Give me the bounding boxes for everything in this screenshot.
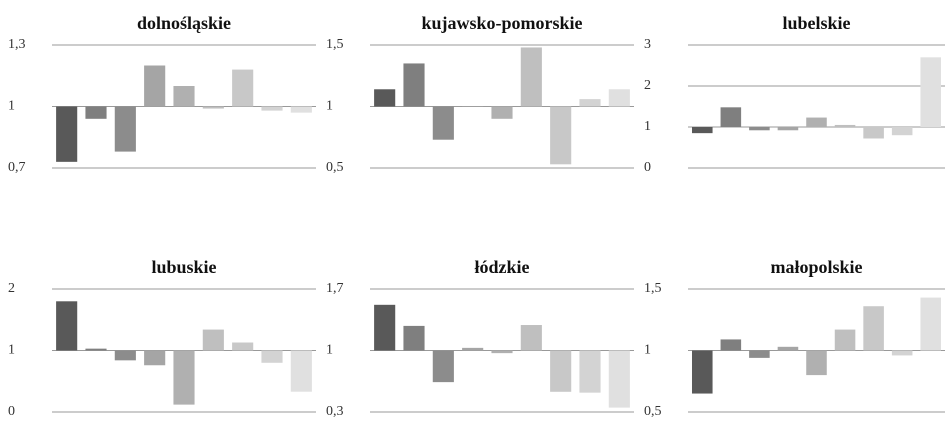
bar — [85, 348, 107, 351]
bar — [261, 106, 283, 111]
y-tick-label: 0 — [644, 160, 651, 175]
bar — [863, 306, 884, 351]
bar — [491, 106, 513, 119]
y-tick-label: 0,5 — [326, 160, 344, 175]
bar — [691, 350, 713, 394]
bar — [232, 342, 254, 351]
y-tick-label: 1 — [8, 99, 15, 114]
y-tick-label: 1 — [644, 343, 651, 358]
bar — [806, 117, 827, 127]
bar — [891, 127, 913, 136]
bar — [462, 347, 484, 351]
bar — [579, 99, 601, 107]
bar — [144, 65, 166, 107]
y-tick-label: 1 — [326, 343, 333, 358]
chart-panel: 0 1 2 lubuskie — [8, 257, 316, 419]
bar — [114, 106, 136, 152]
bar — [608, 89, 630, 107]
y-tick-label: 1,3 — [8, 37, 26, 52]
bar — [432, 350, 454, 383]
bar — [520, 47, 542, 107]
y-tick-label: 2 — [644, 78, 651, 93]
bar — [232, 69, 254, 107]
bar — [432, 106, 454, 140]
bar — [550, 350, 572, 392]
bar — [891, 350, 913, 356]
bar — [749, 127, 770, 131]
bar — [491, 350, 513, 354]
bar — [462, 106, 484, 107]
y-tick-label: 0,3 — [326, 404, 344, 419]
bar — [173, 350, 195, 405]
bar — [374, 304, 396, 351]
y-tick-label: 1 — [326, 99, 333, 114]
chart-title: kujawsko-pomorskie — [421, 13, 582, 33]
bar — [691, 127, 713, 134]
bar — [550, 106, 572, 165]
bar — [834, 329, 856, 351]
bar — [114, 350, 136, 361]
bar — [56, 301, 78, 351]
bar — [56, 106, 78, 162]
bar — [806, 350, 827, 376]
chart-panel: 0,5 1 1,5 małopolskie — [644, 257, 945, 419]
bar — [834, 124, 856, 127]
bar — [374, 89, 396, 107]
chart-title: lubelskie — [782, 13, 850, 33]
bar — [777, 127, 799, 131]
y-tick-label: 1,5 — [326, 37, 344, 52]
y-tick-label: 1 — [644, 119, 651, 134]
bar — [290, 106, 312, 113]
bar — [202, 106, 224, 109]
bar — [85, 106, 107, 119]
chart-title: łódzkie — [474, 257, 529, 277]
bar — [290, 350, 312, 392]
bar — [579, 350, 601, 393]
bar — [920, 57, 942, 127]
bar — [403, 63, 425, 107]
chart-title: małopolskie — [770, 257, 862, 277]
y-tick-label: 1,5 — [644, 281, 662, 296]
chart-title: lubuskie — [151, 257, 216, 277]
chart-panel: 0,3 1 1,7 łódzkie — [326, 257, 634, 419]
bar — [720, 339, 742, 351]
bar — [261, 350, 283, 363]
bar — [920, 297, 942, 351]
chart-panel: 0 1 2 3 lubelskie — [644, 13, 945, 175]
bar — [720, 107, 742, 127]
bar — [863, 127, 884, 139]
bar — [403, 325, 425, 351]
bar — [608, 350, 630, 408]
y-tick-label: 2 — [8, 281, 15, 296]
y-tick-label: 1 — [8, 343, 15, 358]
y-tick-label: 0 — [8, 404, 15, 419]
bar — [777, 346, 799, 351]
bar — [202, 329, 224, 351]
chart-panel: 0,7 1 1,3 dolnośląskie — [8, 13, 316, 175]
bar — [144, 350, 166, 366]
bar — [173, 86, 195, 107]
bar — [520, 325, 542, 351]
y-tick-label: 1,7 — [326, 281, 344, 296]
chart-title: dolnośląskie — [137, 13, 231, 33]
y-tick-label: 0,7 — [8, 160, 26, 175]
y-tick-label: 0,5 — [644, 404, 662, 419]
bar — [749, 350, 770, 358]
y-tick-label: 3 — [644, 37, 651, 52]
chart-panel: 0,5 1 1,5 kujawsko-pomorskie — [326, 13, 634, 175]
